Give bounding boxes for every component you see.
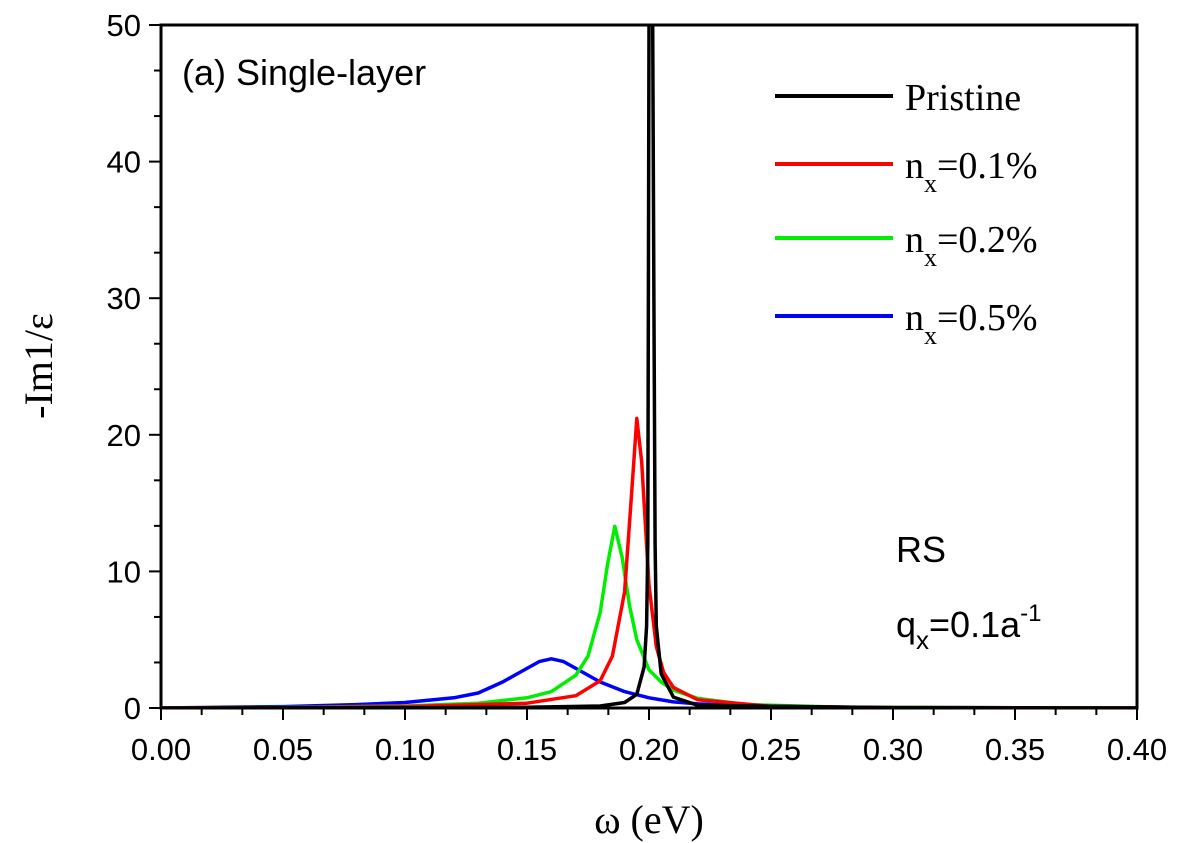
series-lines bbox=[161, 25, 1137, 708]
x-axis-title: ω (eV) bbox=[594, 797, 704, 842]
y-tick-label: 0 bbox=[124, 691, 141, 726]
legend-label-4: nx=0.5% bbox=[905, 297, 1038, 350]
x-tick-label: 0.20 bbox=[619, 732, 679, 767]
legend-label-1: Pristine bbox=[905, 77, 1021, 119]
y-tick-label: 40 bbox=[107, 145, 141, 180]
y-tick-label: 50 bbox=[107, 8, 141, 43]
legend-label-2: nx=0.1% bbox=[905, 145, 1038, 198]
series-line-1 bbox=[161, 25, 1137, 708]
annotation-qx: qx=0.1a-1 bbox=[896, 600, 1041, 655]
x-tick-label: 0.35 bbox=[985, 732, 1045, 767]
legend-label-3: nx=0.2% bbox=[905, 219, 1038, 272]
y-tick-label: 10 bbox=[107, 554, 141, 589]
x-tick-label: 0.05 bbox=[253, 732, 313, 767]
x-tick-label: 0.40 bbox=[1107, 732, 1167, 767]
x-tick-label: 0.00 bbox=[131, 732, 191, 767]
x-tick-label: 0.25 bbox=[741, 732, 801, 767]
y-axis-ticks: 0 10 20 30 40 50 bbox=[107, 8, 161, 726]
annotation-rs: RS bbox=[896, 529, 946, 570]
x-tick-label: 0.30 bbox=[863, 732, 923, 767]
series-line-2 bbox=[161, 416, 1137, 708]
x-tick-label: 0.10 bbox=[375, 732, 435, 767]
x-tick-label: 0.15 bbox=[497, 732, 557, 767]
y-tick-label: 20 bbox=[107, 418, 141, 453]
legend: Pristine nx=0.1% nx=0.2% nx=0.5% bbox=[775, 77, 1038, 350]
x-axis-ticks: 0.00 0.05 0.10 0.15 0.20 0.25 0.30 0.35 0.40 bbox=[131, 708, 1167, 767]
y-axis-title: -Im1/ε bbox=[16, 313, 61, 419]
panel-label: (a) Single-layer bbox=[182, 52, 426, 93]
y-tick-label: 30 bbox=[107, 281, 141, 316]
